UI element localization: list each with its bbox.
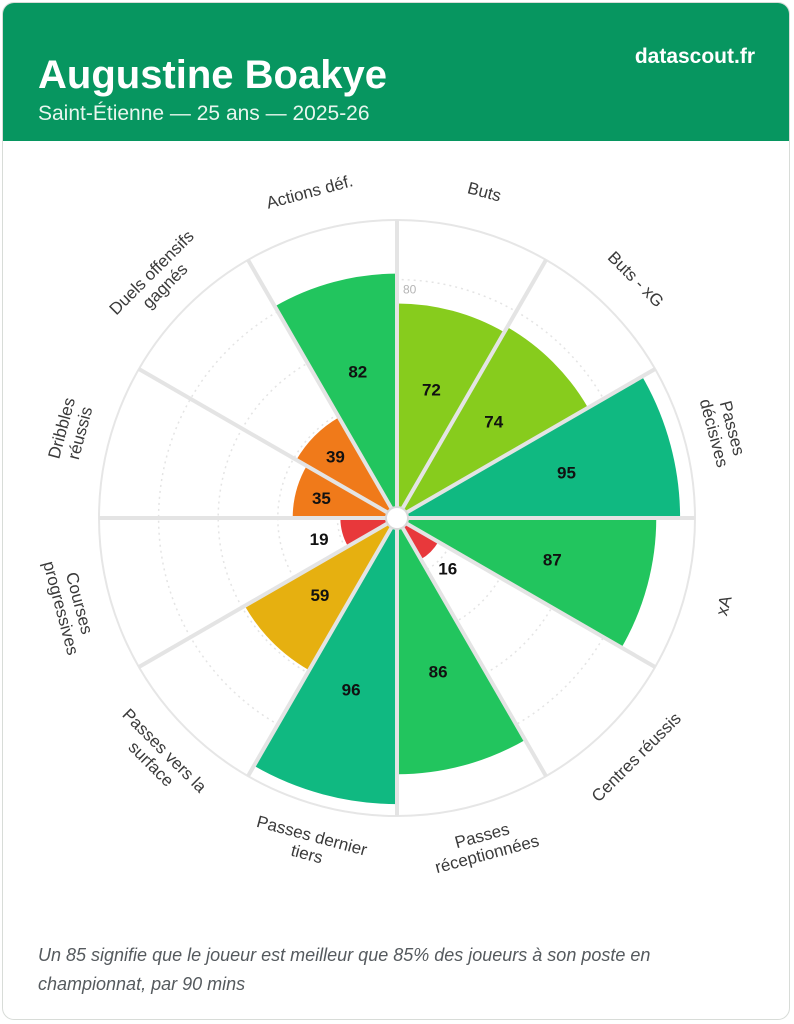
radar-value-label: 95 <box>557 464 576 483</box>
radar-category-label: Coursesprogressives <box>39 554 101 657</box>
radar-wedge <box>397 518 657 648</box>
radar-category-text: Coursesprogressives <box>39 554 101 657</box>
radar-value-label: 19 <box>310 530 329 549</box>
radar-wedge <box>397 376 681 518</box>
radar-category-text: xA <box>712 593 736 618</box>
radar-value-label: 96 <box>342 680 361 699</box>
radar-category-label: Buts - xG <box>604 248 668 312</box>
radar-value-label: 87 <box>543 551 562 570</box>
radar-category-label: Buts <box>465 178 503 205</box>
radar-spoke <box>246 517 399 778</box>
radar-value-label: 39 <box>326 447 345 466</box>
radar-center-hub <box>385 506 409 530</box>
radar-category-text: Passesdécisives <box>696 392 751 469</box>
radar-spoke <box>246 258 399 519</box>
radar-category-text: Actions déf. <box>264 171 355 212</box>
radar-spoke <box>395 517 548 778</box>
radar-ring-label: 80 <box>403 283 417 297</box>
radar-value-label: 74 <box>484 412 503 431</box>
radar-wedge <box>397 518 526 775</box>
radar-spoke <box>396 367 657 520</box>
radar-wedge <box>244 518 397 671</box>
radar-category-label: Dribblesréussis <box>45 396 98 466</box>
radar-category-text: Buts <box>465 178 503 205</box>
radar-category-line: Buts <box>465 178 503 205</box>
radar-wedge <box>274 273 397 518</box>
radar-value-label: 59 <box>310 586 329 605</box>
radar-spoke <box>137 516 398 669</box>
radar-category-text: Passes derniertiers <box>250 812 370 878</box>
radar-value-label: 16 <box>438 560 457 579</box>
radar-value-label: 72 <box>422 381 441 400</box>
radar-category-label: Passesdécisives <box>696 392 751 469</box>
radar-value-label: 35 <box>312 489 331 508</box>
radar-value-label: 86 <box>429 663 448 682</box>
radar-category-text: Buts - xG <box>604 248 668 312</box>
radar-wedge <box>397 518 439 560</box>
footer-note: Un 85 signifie que le joueur est meilleu… <box>38 945 651 994</box>
radar-wedge <box>253 518 397 805</box>
radar-value-label: 82 <box>348 363 367 382</box>
radar-category-label: xA <box>712 593 736 618</box>
radar-category-text: Dribblesréussis <box>45 396 98 466</box>
radar-wedge <box>397 303 505 518</box>
radar-category-text: Passesréceptionnées <box>428 813 541 877</box>
player-name: Augustine Boakye <box>38 53 387 97</box>
radar-category-line: xA <box>712 593 736 618</box>
player-subtitle: Saint-Étienne — 25 ans — 2025-26 <box>38 102 370 125</box>
radar-category-line: Buts - xG <box>604 248 668 312</box>
radar-spoke <box>137 367 398 520</box>
radar-wedge <box>296 417 397 518</box>
header-bar: Augustine Boakye Saint-Étienne — 25 ans … <box>3 3 789 141</box>
radar-spoke <box>395 258 548 519</box>
radar-spoke <box>396 516 657 669</box>
brand-label: datascout.fr <box>634 45 755 68</box>
radar-category-label: Passesréceptionnées <box>428 813 541 877</box>
radar-wedge <box>397 327 588 518</box>
radar-category-line: Actions déf. <box>264 171 355 212</box>
radar-category-label: Passes derniertiers <box>250 812 370 878</box>
radar-category-label: Actions déf. <box>264 171 355 212</box>
